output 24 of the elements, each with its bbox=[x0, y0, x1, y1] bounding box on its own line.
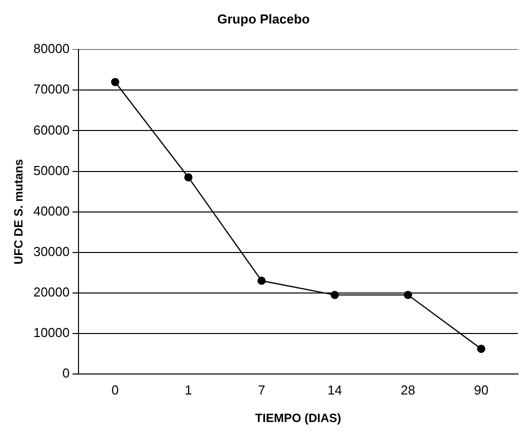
y-tick-label: 70000 bbox=[33, 82, 70, 97]
x-tick-label: 90 bbox=[474, 382, 488, 398]
y-tick-label: 10000 bbox=[33, 325, 70, 340]
point bbox=[330, 290, 339, 300]
point bbox=[111, 78, 120, 86]
y-tick-label: 20000 bbox=[33, 284, 70, 300]
point bbox=[404, 290, 412, 300]
y-tick-label: 50000 bbox=[33, 162, 70, 178]
x-tick-label: 14 bbox=[328, 382, 342, 398]
y-tick-label: 60000 bbox=[33, 122, 70, 138]
point bbox=[257, 276, 266, 285]
y-tick-label: 0 bbox=[62, 366, 70, 381]
point bbox=[184, 173, 192, 182]
x-tick-label: 0 bbox=[112, 382, 119, 398]
y-tick-label: 40000 bbox=[33, 203, 70, 218]
point bbox=[477, 344, 486, 353]
chart-title: Grupo Placebo bbox=[217, 11, 310, 26]
x-tick-label: 28 bbox=[400, 382, 416, 398]
x-tick-label: 1 bbox=[184, 382, 192, 398]
y-tick-label: 30000 bbox=[33, 244, 70, 259]
x-tick-label: 7 bbox=[258, 382, 266, 398]
y-axis-title: UFC DE S. mutans bbox=[12, 158, 26, 264]
y-tick-label: 80000 bbox=[33, 41, 70, 56]
x-axis-title: TIEMPO (DIAS) bbox=[255, 411, 342, 426]
